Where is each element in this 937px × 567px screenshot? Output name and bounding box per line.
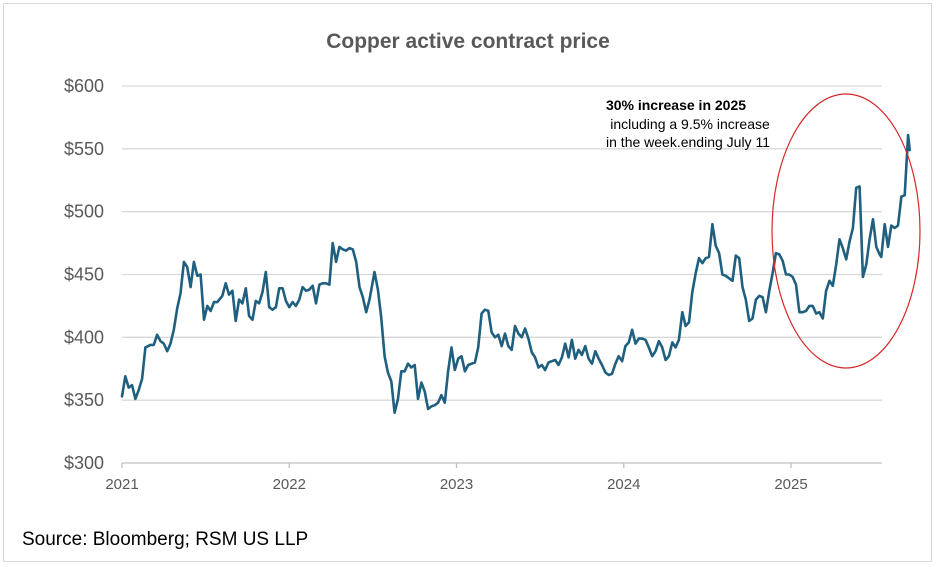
x-tick-label: 2024 bbox=[607, 476, 640, 493]
chart-title: Copper active contract price bbox=[326, 30, 610, 53]
annotation-headline: 30% increase in 2025 bbox=[606, 97, 746, 113]
x-axis-ticks: 2021 2022 2023 2024 2025 bbox=[105, 463, 808, 493]
x-tick-label: 2025 bbox=[774, 476, 807, 493]
gridlines bbox=[122, 85, 882, 401]
x-tick-label: 2023 bbox=[440, 476, 473, 493]
y-tick-label: $550 bbox=[64, 139, 104, 159]
annotation-line-2: including a 9.5% increase bbox=[610, 116, 770, 132]
annotation-line-3: in the week.ending July 11 bbox=[606, 134, 770, 150]
x-tick-label: 2022 bbox=[273, 476, 306, 493]
y-tick-label: $500 bbox=[64, 202, 104, 222]
source-note: Source: Bloomberg; RSM US LLP bbox=[22, 529, 308, 550]
highlight-ellipse bbox=[771, 93, 921, 369]
y-tick-label: $450 bbox=[64, 265, 104, 285]
y-axis-ticks: $300 $350 $400 $450 $500 $550 $600 bbox=[64, 76, 104, 473]
price-line bbox=[120, 133, 911, 414]
y-tick-label: $350 bbox=[64, 390, 104, 410]
x-tick-label: 2021 bbox=[105, 476, 138, 493]
y-tick-label: $600 bbox=[64, 76, 104, 96]
y-tick-label: $400 bbox=[64, 327, 104, 347]
y-tick-label: $300 bbox=[64, 453, 104, 473]
